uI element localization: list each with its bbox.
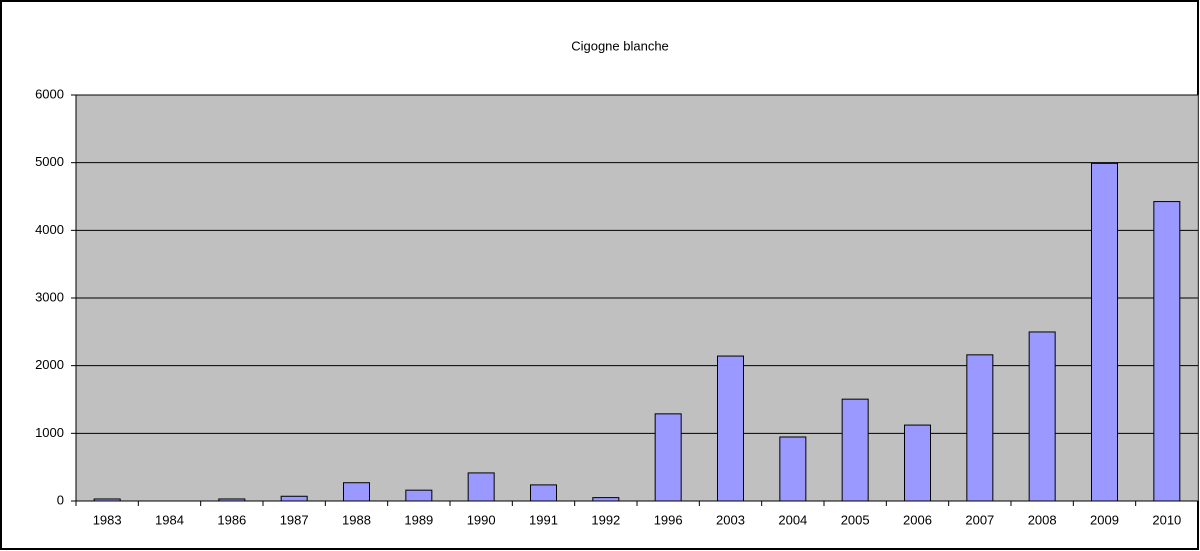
x-tick-label: 2003 (716, 512, 745, 527)
x-tick-label: 1988 (342, 512, 371, 527)
x-tick-label: 1991 (529, 512, 558, 527)
x-tick-label: 2007 (965, 512, 994, 527)
bar (1091, 162, 1118, 502)
bar (966, 354, 994, 502)
bar (1153, 201, 1181, 502)
bar (467, 472, 495, 502)
y-tick-label: 1000 (35, 425, 64, 440)
chart-title: Cigogne blanche (571, 38, 669, 53)
x-tick-label: 1992 (591, 512, 620, 527)
bar (280, 495, 308, 502)
x-tick-label: 1984 (155, 512, 184, 527)
x-tick-label: 1996 (654, 512, 683, 527)
x-tick-label: 2004 (778, 512, 807, 527)
y-tick-label: 6000 (35, 86, 64, 101)
x-tick-label: 1990 (467, 512, 496, 527)
x-tick-label: 1987 (280, 512, 309, 527)
y-tick-label: 0 (57, 492, 64, 507)
bar (1028, 331, 1056, 502)
x-tick-label: 1983 (93, 512, 122, 527)
y-tick-label: 4000 (35, 222, 64, 237)
y-tick-label: 5000 (35, 154, 64, 169)
bar (592, 497, 620, 502)
bar (841, 398, 869, 502)
x-tick-label: 1989 (404, 512, 433, 527)
bar (405, 489, 433, 502)
x-tick-label: 2009 (1090, 512, 1119, 527)
bar (779, 436, 807, 502)
y-tick-label: 3000 (35, 289, 64, 304)
bar (654, 413, 682, 502)
y-tick-label: 2000 (35, 357, 64, 372)
x-tick-label: 1986 (217, 512, 246, 527)
bar (343, 482, 370, 502)
bar (717, 355, 744, 502)
x-tick-label: 2006 (903, 512, 932, 527)
x-tick-label: 2008 (1028, 512, 1057, 527)
x-tick-label: 2010 (1152, 512, 1181, 527)
x-tick-label: 2005 (841, 512, 870, 527)
bar (530, 484, 557, 502)
bar (904, 424, 931, 502)
